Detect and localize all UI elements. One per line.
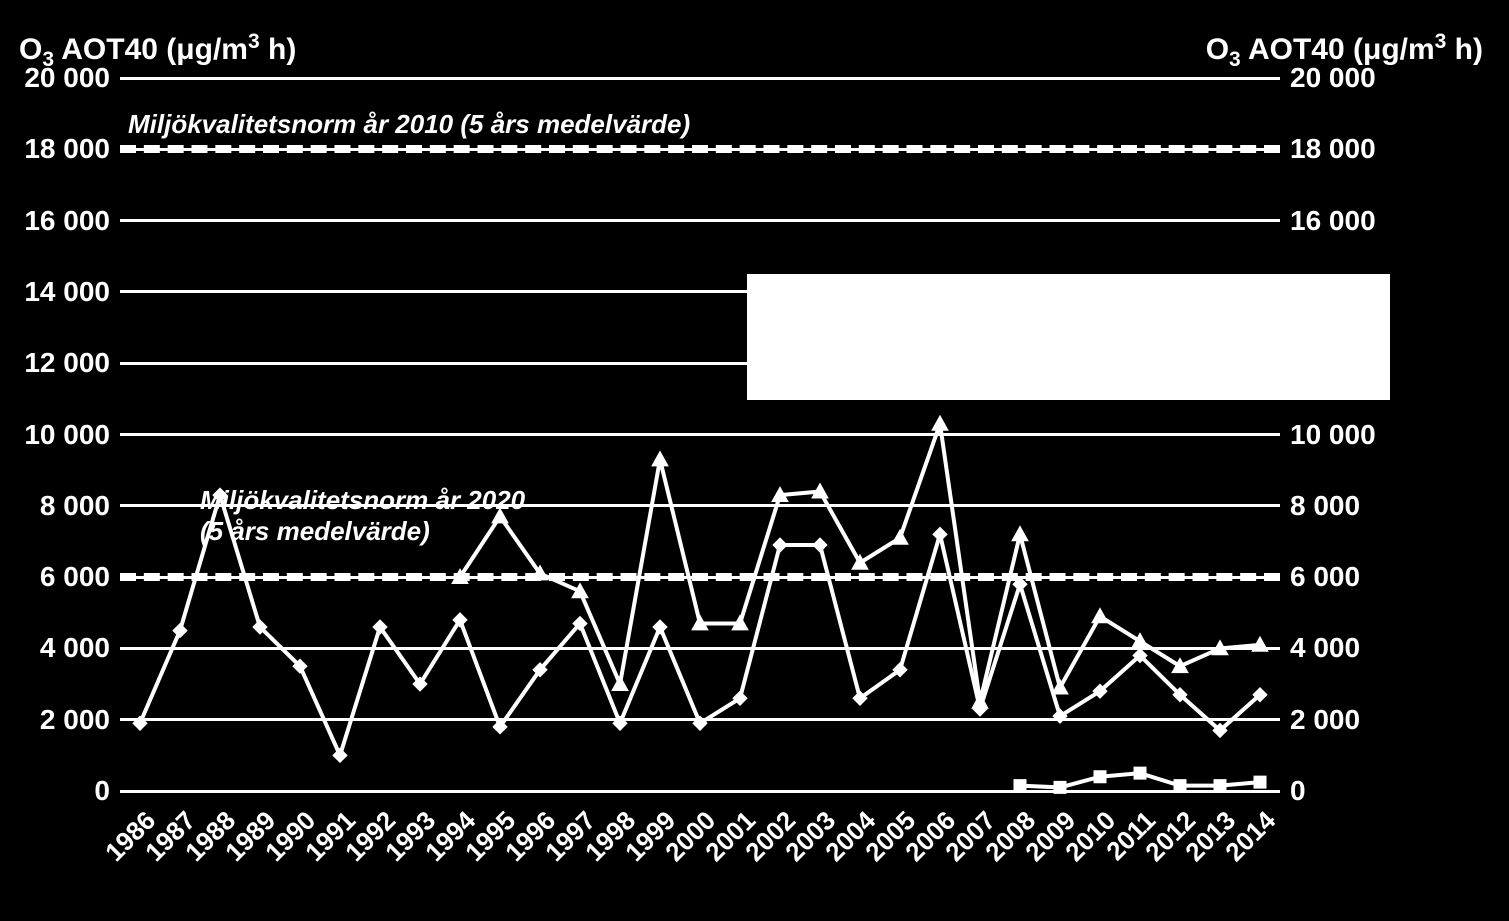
gridline: [120, 290, 1280, 293]
triangle-series-marker: [652, 451, 668, 465]
diamond-series-marker: [813, 538, 827, 552]
gridline: [120, 77, 1280, 80]
ytick-right: 18 000: [1290, 133, 1390, 165]
ytick-left: 8 000: [10, 490, 110, 522]
ytick-left: 6 000: [10, 561, 110, 593]
ytick-right: 0: [1290, 775, 1390, 807]
ytick-left: 2 000: [10, 704, 110, 736]
diamond-series-marker: [933, 527, 947, 541]
ytick-left: 20 000: [10, 62, 110, 94]
annotation-2010-norm: Miljökvalitetsnorm år 2010 (5 års medelv…: [128, 109, 690, 140]
plot-area: [120, 78, 1280, 791]
ytick-right: 16 000: [1290, 205, 1390, 237]
chart-root: O3 AOT40 (μg/m3 h) O3 AOT40 (μg/m3 h) Mi…: [0, 0, 1509, 921]
diamond-series-marker: [653, 620, 667, 634]
gridline: [120, 718, 1280, 721]
gridline: [120, 790, 1280, 793]
annotation-2010-text: Miljökvalitetsnorm år 2010 (5 års medelv…: [128, 109, 690, 139]
reference-line: [120, 573, 1280, 581]
ytick-right: 2 000: [1290, 704, 1390, 736]
triangle-series-marker: [1012, 526, 1028, 540]
annotation-2020-line2: (5 års medelvärde): [200, 516, 430, 546]
ytick-left: 16 000: [10, 205, 110, 237]
ytick-right: 6 000: [1290, 561, 1390, 593]
ytick-left: 10 000: [10, 419, 110, 451]
triangle-series-marker: [932, 416, 948, 430]
annotation-2020-line1: Miljökvalitetsnorm år 2020: [200, 485, 525, 515]
triangle-series-marker: [612, 676, 628, 690]
ytick-left: 12 000: [10, 347, 110, 379]
ytick-right: 4 000: [1290, 632, 1390, 664]
gridline: [120, 433, 1280, 436]
gridline: [120, 647, 1280, 650]
diamond-series-marker: [333, 748, 347, 762]
ytick-left: 0: [10, 775, 110, 807]
ytick-right: 8 000: [1290, 490, 1390, 522]
gridline: [120, 362, 1280, 365]
ytick-right: 12 000: [1290, 347, 1390, 379]
ytick-left: 18 000: [10, 133, 110, 165]
triangle-series-marker: [1092, 608, 1108, 622]
diamond-series-marker: [773, 538, 787, 552]
annotation-2020-norm: Miljökvalitetsnorm år 2020 (5 års medelv…: [200, 485, 525, 547]
ytick-left: 14 000: [10, 276, 110, 308]
reference-line: [120, 145, 1280, 153]
square-series-marker: [1094, 771, 1106, 783]
square-series-marker: [1134, 767, 1146, 779]
ytick-right: 14 000: [1290, 276, 1390, 308]
ytick-right: 20 000: [1290, 62, 1390, 94]
ytick-right: 10 000: [1290, 419, 1390, 451]
triangle-series-marker: [892, 530, 908, 544]
diamond-series-marker: [173, 624, 187, 638]
gridline: [120, 219, 1280, 222]
ytick-left: 4 000: [10, 632, 110, 664]
triangle-series-marker: [1052, 680, 1068, 694]
square-series-marker: [1254, 776, 1266, 788]
